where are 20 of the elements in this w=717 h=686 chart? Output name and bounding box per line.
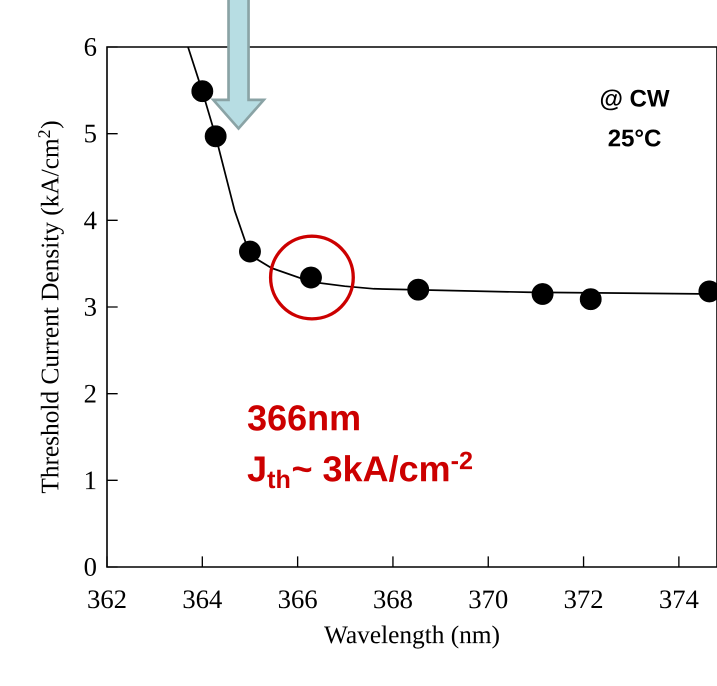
y-tick-label: 5 [85,124,96,143]
y-tick-label: 4 [84,212,97,230]
y-tick-label: 6 [84,38,96,56]
y-tick-label: 1 [86,472,96,490]
y-tick-label: 0 [84,558,96,576]
x-tick-label: 370 [470,590,508,608]
x-axis-title: Wavelength (nm) [324,626,499,649]
x-tick-label: 362 [88,590,126,608]
x-tick-label: 366 [278,590,317,608]
x-tick-label: 368 [374,590,412,608]
x-tick-label: 372 [564,590,602,608]
y-tick-label: 2 [84,384,96,402]
annotation: J$_{th}$~ 3kA/cm$^{-2}$ [248,452,472,488]
x-tick-label: 374 [660,590,698,608]
y-axis-title: Threshold Current Density (kA/cm$^{2}$) [38,121,64,494]
annotation: 366nm [248,405,359,431]
y-tick-label: 3 [84,298,96,316]
annotation: 25°C [608,129,661,146]
annotation: @ CW [600,89,670,110]
x-tick-label: 364 [184,590,222,608]
